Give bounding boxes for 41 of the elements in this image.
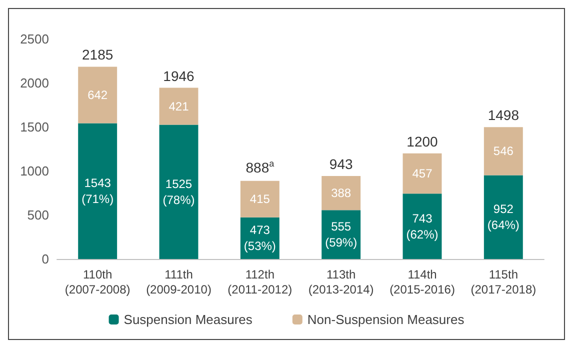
bar [159,88,198,125]
data-label: 388 [331,186,352,200]
x-tick-label: 110th (2007-2008) [64,268,130,296]
data-label: 1525 (78%) [162,176,195,207]
y-tick-label: 1500 [20,120,49,134]
data-label: 546 [493,144,514,158]
bar [78,66,118,124]
x-tick-label: 113th (2013-2014) [308,268,374,296]
x-tick-label: 115th (2017-2018) [470,268,536,296]
data-label: 457 [412,166,433,181]
total-label: 1498 [488,107,520,124]
y-tick-label: 2500 [20,32,49,46]
legend-label: Non-Suspension Measures [307,312,465,327]
bar [78,123,118,259]
y-tick-label: 0 [42,252,49,266]
total-label: 2185 [82,46,114,63]
data-label: 473 (53%) [244,223,276,254]
total-label: 1200 [406,133,438,150]
x-tick-label: 111th (2009-2010) [146,268,212,296]
y-tick-label: 2000 [20,76,49,90]
total-label: 1946 [163,68,195,84]
bar [402,153,442,194]
y-tick-label: 1000 [20,164,49,178]
bar [240,180,280,218]
data-label: 1543 (71%) [82,176,114,206]
data-label: 555 (59%) [325,220,358,250]
total-label: 943 [329,156,353,172]
data-label: 743 (62%) [406,211,438,242]
bar [484,175,523,259]
data-label: 415 [250,192,270,206]
bar [322,176,361,210]
bar [402,194,442,259]
legend-label: Suspension Measures [124,312,253,327]
x-tick-label: 112th (2011-2012) [228,268,292,296]
bar [484,127,523,176]
y-tick-label: 500 [27,208,49,222]
data-label: 421 [168,99,190,114]
x-tick-label: 114th (2015-2016) [390,268,455,296]
data-label: 642 [88,88,108,102]
bar [159,124,198,259]
data-label: 952 (64%) [487,202,520,232]
